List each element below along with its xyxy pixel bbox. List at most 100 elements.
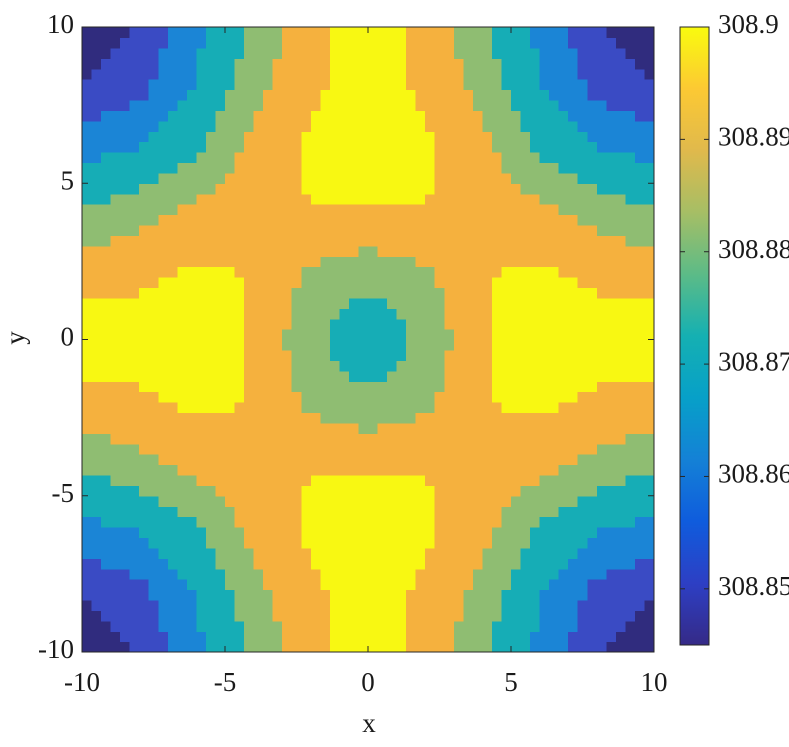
contour-cell [520,339,531,351]
contour-cell [358,89,369,101]
contour-cell [377,516,388,528]
contour-cell [530,193,541,205]
contour-cell [577,58,588,70]
contour-cell [472,329,483,341]
contour-cell [530,110,541,122]
contour-cell [606,277,617,289]
contour-cell [253,277,264,289]
contour-cell [91,266,102,278]
contour-cell [225,89,236,101]
contour-cell [634,495,646,507]
contour-cell [110,256,121,268]
contour-cell [329,620,340,632]
contour-cell [148,537,159,549]
contour-cell [120,27,131,39]
contour-cell [148,37,159,49]
contour-cell [110,172,121,184]
contour-cell [577,381,588,393]
contour-cell [520,79,531,91]
contour-cell [587,68,598,80]
contour-cell [101,58,112,70]
contour-cell [549,474,560,486]
contour-cell [501,308,512,320]
contour-cell [444,235,455,247]
contour-cell [491,631,503,643]
contour-cell [282,370,293,382]
contour-cell [368,631,379,643]
contour-cell [253,172,264,184]
contour-cell [91,287,102,299]
contour-cell [329,485,340,497]
contour-cell [387,620,398,632]
contour-cell [263,443,274,455]
contour-cell [320,360,331,372]
contour-cell [215,193,226,205]
contour-cell [568,266,579,278]
contour-cell [444,568,455,580]
contour-cell [282,599,293,611]
contour-cell [358,485,369,497]
contour-cell [606,443,617,455]
contour-cell [558,641,569,653]
contour-cell [530,318,541,330]
contour-cell [91,339,102,351]
contour-cell [358,558,369,570]
contour-cell [225,47,236,59]
contour-cell [310,641,321,653]
contour-cell [158,599,169,611]
contour-cell [310,68,321,80]
contour-cell [539,485,550,497]
contour-cell [606,433,617,445]
contour-cell [320,256,331,268]
contour-cell [444,641,455,653]
contour-cell [139,193,150,205]
contour-cell [491,204,503,216]
contour-cell [82,631,93,643]
contour-cell [577,245,588,257]
contour-cell [225,318,236,330]
contour-cell [606,297,617,309]
contour-cell [177,68,188,80]
contour-cell [205,235,217,247]
contour-cell [244,256,255,268]
contour-cell [129,443,140,455]
contour-cell [501,172,512,184]
contour-cell [282,391,293,403]
contour-cell [596,172,607,184]
contour-cell [644,527,655,539]
contour-cell [596,579,607,591]
contour-cell [215,256,226,268]
contour-cell [644,277,655,289]
contour-cell [148,391,159,403]
contour-cell [444,99,455,111]
contour-cell [539,568,550,580]
contour-cell [482,183,493,195]
contour-cell [253,89,264,101]
contour-cell [587,308,598,320]
contour-cell [520,318,531,330]
contour-cell [587,370,598,382]
contour-cell [329,193,340,205]
contour-cell [530,99,541,111]
contour-cell [491,433,503,445]
contour-cell [368,558,379,570]
contour-cell [205,579,217,591]
contour-cell [520,110,531,122]
contour-cell [82,329,93,341]
contour-cell [82,464,93,476]
contour-cell [549,214,560,226]
contour-cell [148,485,159,497]
contour-cell [568,99,579,111]
contour-cell [587,214,598,226]
contour-cell [282,152,293,164]
contour-cell [253,370,264,382]
contour-cell [472,224,483,236]
contour-cell [539,172,550,184]
contour-cell [253,422,264,434]
contour-cell [387,443,398,455]
contour-cell [177,568,188,580]
contour-cell [406,370,417,382]
contour-cell [186,297,197,309]
contour-cell [139,349,150,361]
contour-cell [310,172,321,184]
